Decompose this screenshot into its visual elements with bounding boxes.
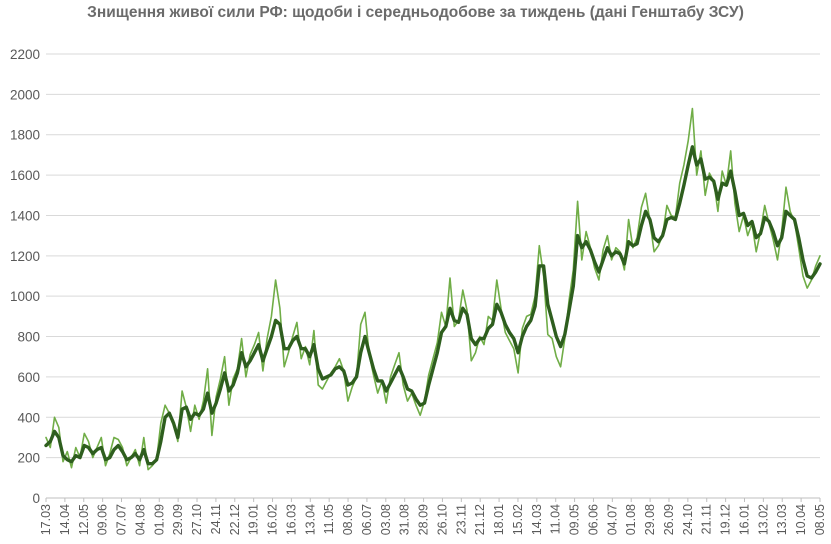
y-axis-ticks: 0 200 400 600 800 1000 1200 1400 1600 1800 2000 220… (10, 47, 40, 506)
x-tick-label: 19.01 (247, 504, 261, 535)
x-tick-label: 13.02 (756, 504, 770, 535)
x-tick-label: 22.12 (228, 504, 242, 535)
x-tick-label: 18.01 (492, 504, 506, 535)
chart-title: Знищення живої сили РФ: щодоби і середнь… (87, 4, 744, 21)
x-tick-label: 17.03 (39, 504, 53, 535)
y-tick-label: 2000 (10, 87, 40, 102)
x-axis-ticks: 17.03 14.04 12.05 09.06 07.07 04.08 01.09 29.09… (39, 497, 827, 535)
x-tick-label: 16.01 (737, 504, 751, 535)
x-tick-label: 24.10 (681, 504, 695, 535)
y-tick-label: 1000 (10, 289, 40, 304)
x-tick-label: 13.03 (775, 504, 789, 535)
series-layer (44, 107, 822, 471)
x-tick-label: 09.05 (568, 504, 582, 535)
x-tick-label: 06.07 (360, 504, 374, 535)
x-tick-label: 01.08 (624, 504, 638, 535)
x-tick-label: 14.04 (58, 504, 72, 535)
y-tick-label: 1600 (10, 168, 40, 183)
x-tick-label: 07.07 (115, 504, 129, 535)
y-tick-label: 0 (32, 491, 40, 506)
series-line-daily (45, 107, 821, 471)
x-tick-label: 29.09 (171, 504, 185, 535)
y-tick-label: 1200 (10, 249, 40, 264)
x-tick-label: 16.03 (284, 504, 298, 535)
x-tick-label: 01.09 (152, 504, 166, 535)
x-tick-label: 26.10 (435, 504, 449, 535)
x-tick-label: 11.04 (549, 504, 563, 534)
x-tick-label: 08.06 (341, 504, 355, 535)
x-tick-label: 08.05 (813, 504, 827, 535)
x-tick-label: 23.11 (454, 504, 468, 534)
x-tick-label: 21.11 (700, 504, 714, 534)
x-tick-label: 28.09 (417, 504, 431, 535)
x-tick-label: 26.09 (662, 504, 676, 535)
x-tick-label: 19.12 (719, 504, 733, 535)
x-tick-label: 31.08 (398, 504, 412, 535)
y-tick-label: 800 (17, 330, 40, 345)
x-tick-label: 13.04 (303, 504, 317, 535)
x-tick-label: 04.08 (133, 504, 147, 535)
x-tick-label: 11.05 (322, 504, 336, 534)
y-tick-label: 600 (17, 370, 40, 385)
x-tick-label: 29.08 (643, 504, 657, 535)
x-tick-label: 24.11 (209, 504, 223, 534)
y-tick-label: 2200 (10, 47, 40, 62)
y-tick-label: 1800 (10, 128, 40, 143)
x-tick-label: 12.05 (77, 504, 91, 535)
y-tick-label: 200 (17, 451, 40, 466)
x-tick-label: 09.06 (96, 504, 110, 535)
y-tick-label: 400 (17, 410, 40, 425)
x-tick-label: 04.07 (605, 504, 619, 535)
x-tick-label: 15.02 (511, 504, 525, 535)
x-tick-label: 10.04 (794, 504, 808, 535)
x-tick-label: 21.12 (473, 504, 487, 535)
series-line-weekly (44, 145, 822, 466)
x-tick-label: 03.08 (379, 504, 393, 535)
x-tick-label: 06.06 (586, 504, 600, 535)
x-tick-label: 16.02 (266, 504, 280, 535)
x-tick-label: 27.10 (190, 504, 204, 535)
x-tick-label: 14.03 (530, 504, 544, 535)
y-tick-label: 1400 (10, 208, 40, 223)
